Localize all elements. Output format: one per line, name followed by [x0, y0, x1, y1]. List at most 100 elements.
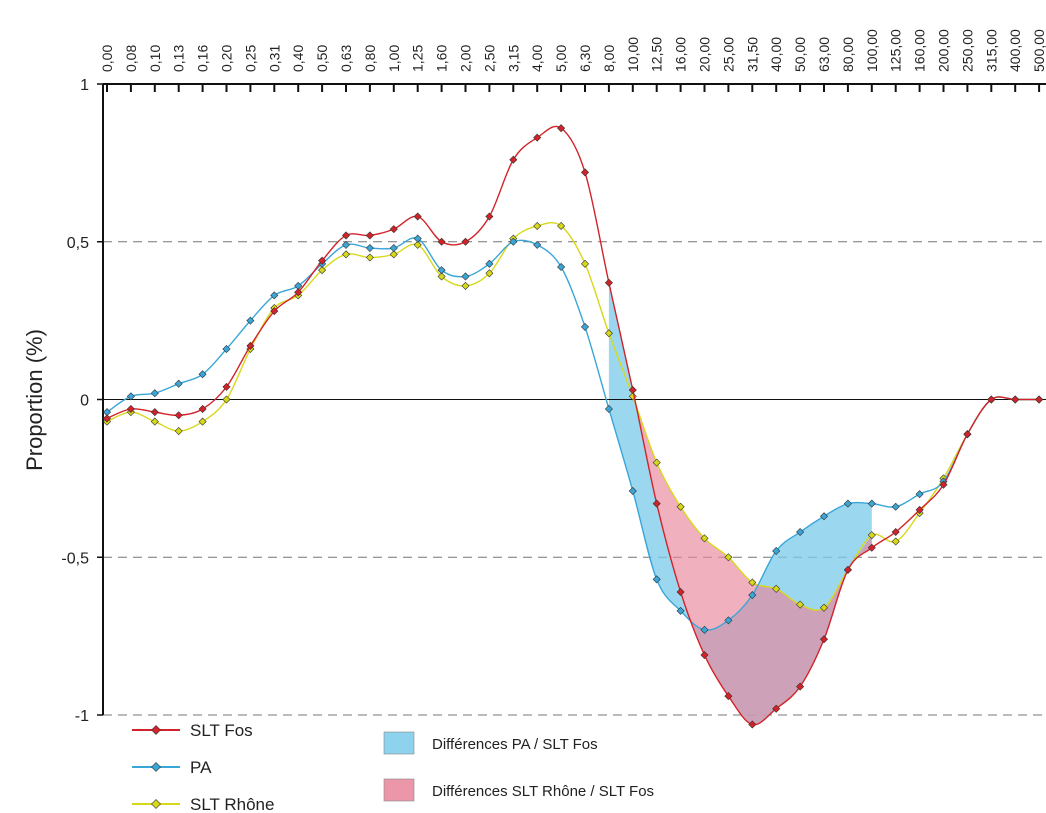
- data-point: [174, 411, 183, 420]
- data-point: [987, 395, 996, 404]
- data-point: [700, 625, 709, 634]
- legend-label: SLT Rhône: [190, 795, 274, 813]
- data-point: [772, 584, 781, 593]
- data-point: [389, 225, 398, 234]
- data-point: [652, 575, 661, 584]
- x-tick-labels: 0,00 0,08 0,10 0,13 0,16 0,20 0,25 0,31 0,40 0,50…: [99, 29, 1046, 72]
- data-point: [652, 499, 661, 508]
- data-point: [557, 262, 566, 272]
- x-tick-label: 16,00: [673, 37, 689, 72]
- x-tick-label: 12,50: [649, 37, 665, 72]
- data-point: [437, 237, 446, 246]
- data-point: [796, 600, 805, 609]
- data-point: [198, 417, 207, 426]
- x-tick-label: 80,00: [840, 37, 856, 72]
- data-point: [150, 417, 159, 426]
- data-point: [724, 616, 733, 625]
- data-point: [174, 427, 183, 436]
- x-tick-label: 25,00: [720, 37, 736, 72]
- data-point: [485, 212, 494, 221]
- x-tick-label: 5,00: [553, 45, 569, 72]
- data-point: [389, 250, 398, 259]
- x-tick-label: 0,16: [195, 45, 211, 72]
- data-point: [485, 259, 494, 268]
- x-tick-label: 4,00: [529, 45, 545, 72]
- data-point: [676, 502, 685, 511]
- data-point: [748, 720, 757, 729]
- legend-swatch: [383, 731, 415, 755]
- data-point: [246, 316, 255, 325]
- data-point: [867, 499, 876, 508]
- x-tick-label: 63,00: [816, 37, 832, 72]
- x-tick-label: 40,00: [768, 37, 784, 72]
- data-point: [150, 389, 159, 398]
- data-point: [485, 269, 494, 278]
- axes: [97, 83, 1046, 716]
- data-point: [819, 512, 829, 521]
- data-point: [915, 505, 924, 514]
- data-point: [772, 704, 781, 713]
- data-point: [1035, 395, 1044, 404]
- x-tick-label: 3,15: [505, 45, 521, 72]
- x-tick-label: 0,13: [171, 45, 187, 72]
- data-point: [533, 221, 542, 230]
- data-point: [533, 133, 542, 142]
- x-tick-label: 2,50: [481, 45, 497, 72]
- data-point: [748, 591, 757, 600]
- grid-lines: [103, 241, 1046, 716]
- x-tick-label: 0,20: [219, 45, 235, 72]
- data-point: [222, 395, 231, 404]
- data-point: [222, 344, 231, 354]
- data-point: [724, 553, 733, 562]
- legend-label: SLT Fos: [190, 721, 253, 740]
- data-point: [676, 587, 685, 596]
- data-point: [819, 603, 829, 612]
- data-point: [557, 221, 566, 230]
- data-point: [318, 256, 327, 265]
- data-point: [198, 370, 207, 379]
- x-tick-label: 31,50: [744, 37, 760, 72]
- series-lines: [102, 124, 1044, 729]
- x-tick-label: 10,00: [625, 37, 641, 72]
- data-point: [174, 379, 183, 388]
- data-point: [843, 499, 852, 508]
- data-point: [700, 651, 709, 660]
- series-line-slt-fos: [106, 125, 1040, 726]
- series-line-pa: [106, 237, 1040, 631]
- data-point: [365, 244, 374, 253]
- data-point: [413, 234, 422, 243]
- data-point: [604, 278, 613, 287]
- legend-swatch: [383, 778, 415, 802]
- legend-marker: [151, 799, 161, 809]
- data-point: [796, 682, 805, 691]
- data-point: [341, 240, 351, 249]
- x-tick-label: 500,00: [1031, 29, 1046, 72]
- y-tick-label: 0,5: [67, 235, 89, 252]
- x-tick-label: 100,00: [864, 29, 880, 72]
- series-line-slt-rh-ne: [106, 221, 1040, 611]
- data-point: [772, 546, 781, 555]
- x-tick-label: 250,00: [959, 29, 975, 72]
- x-tick-label: 2,00: [458, 45, 474, 72]
- data-point: [294, 288, 303, 297]
- data-point: [963, 430, 972, 439]
- x-tick-label: 400,00: [1007, 29, 1023, 72]
- x-tick-label: 0,10: [147, 45, 163, 72]
- data-point: [126, 404, 135, 413]
- data-point: [461, 281, 470, 290]
- x-tick-label: 0,50: [314, 45, 330, 72]
- data-point: [580, 168, 590, 177]
- data-point: [939, 480, 948, 489]
- data-point: [318, 266, 327, 275]
- data-point: [150, 408, 159, 417]
- data-point: [365, 231, 374, 240]
- x-tick-label: 0,08: [123, 45, 139, 72]
- x-tick-label: 0,00: [99, 45, 115, 72]
- x-tick-label: 6,30: [577, 45, 593, 72]
- x-tick-label: 20,00: [697, 37, 713, 72]
- y-axis-label: Proportion (%): [22, 329, 47, 471]
- x-tick-label: 8,00: [601, 45, 617, 72]
- data-point: [867, 531, 876, 540]
- data-point: [389, 244, 398, 253]
- legend-label: PA: [190, 758, 212, 777]
